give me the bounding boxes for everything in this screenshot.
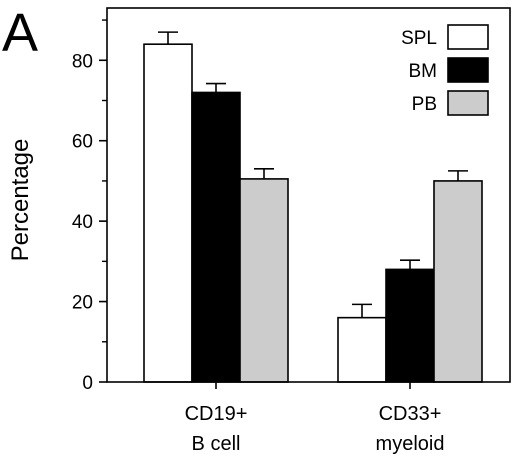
- legend-swatch-bm: [447, 57, 489, 83]
- legend-label-bm: BM: [409, 61, 438, 82]
- panel-letter: A: [2, 3, 39, 63]
- bar-spl-0: [143, 43, 193, 383]
- bar-pb-1: [433, 180, 483, 383]
- y-tick-label-60: 60: [72, 132, 93, 153]
- y-tick-label-40: 40: [72, 212, 93, 233]
- y-tick-label-80: 80: [72, 51, 93, 72]
- bar-pb-0: [239, 178, 289, 383]
- y-tick-label-0: 0: [82, 373, 93, 394]
- x-tick-label-1-0: CD33+: [379, 403, 442, 425]
- legend-swatch-pb: [447, 90, 489, 116]
- legend-swatch-spl: [447, 24, 489, 50]
- axes-layer: 0 20 40 60 80 CD19+ B cell CD33+ myeloid: [72, 7, 511, 455]
- x-tick-label-1-1: myeloid: [376, 433, 445, 455]
- bars-layer: [143, 31, 483, 383]
- legend-label-spl: SPL: [401, 28, 437, 49]
- x-tick-label-0-1: B cell: [192, 433, 241, 455]
- legend: SPL BM PB: [401, 24, 489, 116]
- plot-frame: [106, 7, 511, 383]
- bar-bm-1: [385, 268, 435, 383]
- x-tick-label-0-0: CD19+: [185, 403, 248, 425]
- bar-spl-1: [337, 316, 387, 383]
- y-axis-label: Percentage: [7, 139, 34, 262]
- legend-label-pb: PB: [412, 94, 437, 115]
- y-tick-label-20: 20: [72, 293, 93, 314]
- bar-bm-0: [191, 91, 241, 383]
